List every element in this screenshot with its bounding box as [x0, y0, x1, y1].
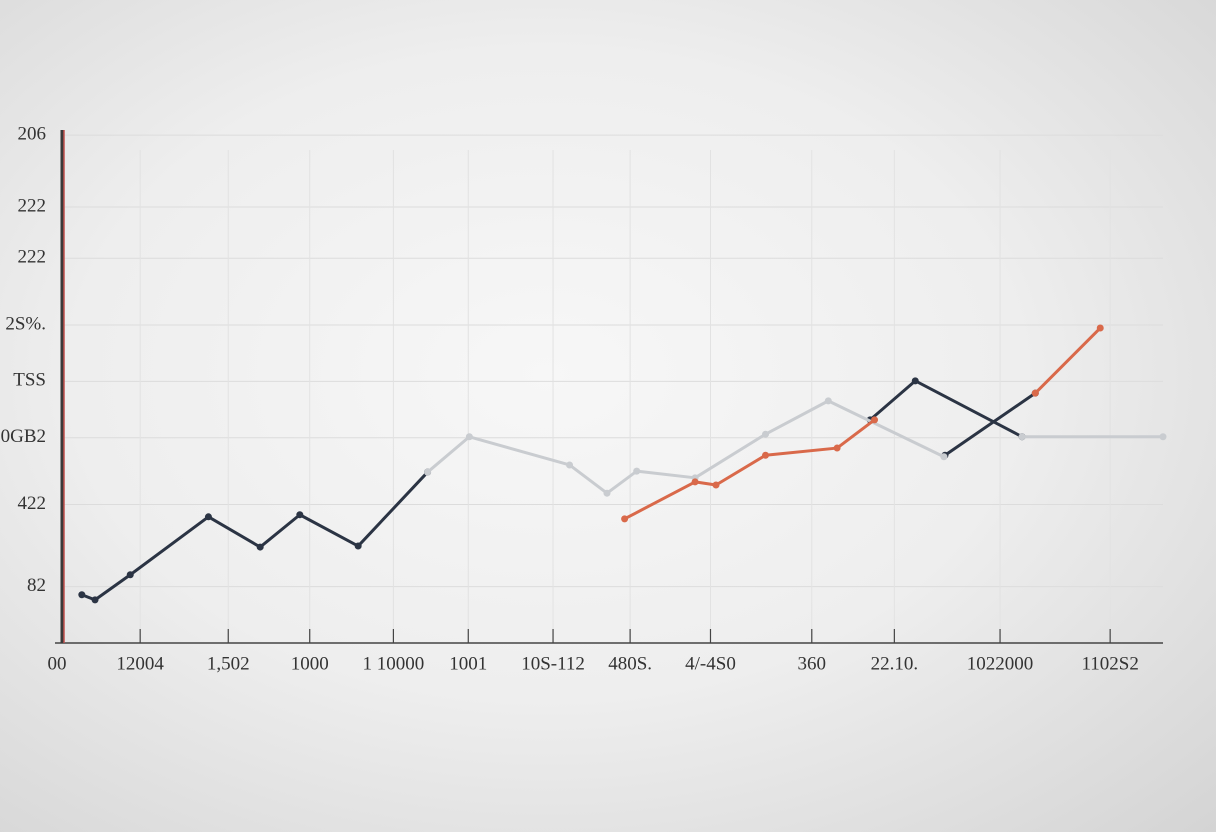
point: [256, 543, 264, 551]
point: [78, 591, 86, 599]
y-tick-label: 222: [18, 195, 47, 216]
x-tick-label: 1000: [291, 653, 329, 674]
point: [1031, 389, 1039, 397]
y-tick-label: 82: [27, 575, 46, 596]
point: [126, 571, 134, 579]
series-line: [426, 399, 1163, 495]
x-tick-label: 10S-112: [521, 653, 585, 674]
x-tick-label: 12004: [116, 653, 164, 674]
x-tick-label: 22.10.: [871, 653, 919, 674]
x-tick-label: 00: [48, 653, 67, 674]
y-tick-label: 222: [18, 247, 47, 268]
x-tick-label: 1 10000: [363, 653, 425, 674]
point: [911, 377, 919, 385]
point: [204, 513, 212, 521]
x-tick-label: 4/-4S0: [685, 653, 736, 674]
point: [1018, 433, 1026, 441]
point: [566, 461, 574, 469]
series-line: [623, 326, 1102, 521]
point: [633, 467, 641, 475]
point: [603, 489, 611, 497]
x-tick-label: 1,502: [207, 653, 250, 674]
y-tick-label: 10GB2: [0, 426, 46, 447]
point: [691, 478, 699, 486]
point: [824, 397, 832, 405]
point: [940, 453, 948, 461]
point: [465, 433, 473, 441]
point: [1096, 324, 1104, 332]
point: [871, 416, 879, 424]
x-tick-label: 360: [798, 653, 827, 674]
point: [91, 596, 99, 604]
y-tick-label: TSS: [13, 370, 46, 391]
point: [762, 451, 770, 459]
x-tick-label: 1102S2: [1081, 653, 1138, 674]
y-tick-label: 2S%.: [5, 313, 46, 334]
point: [621, 515, 629, 523]
series-line: [81, 379, 1037, 602]
x-tick-label: 480S.: [608, 653, 652, 674]
point: [762, 430, 770, 438]
point: [424, 468, 432, 476]
point: [712, 481, 720, 489]
y-tick-label: 422: [18, 493, 47, 514]
point: [833, 444, 841, 452]
point: [354, 542, 362, 550]
y-tick-label: 206: [18, 123, 47, 144]
point: [296, 511, 304, 519]
point: [1159, 433, 1167, 441]
x-tick-label: 1001: [449, 653, 487, 674]
x-tick-label: 1022000: [967, 653, 1034, 674]
